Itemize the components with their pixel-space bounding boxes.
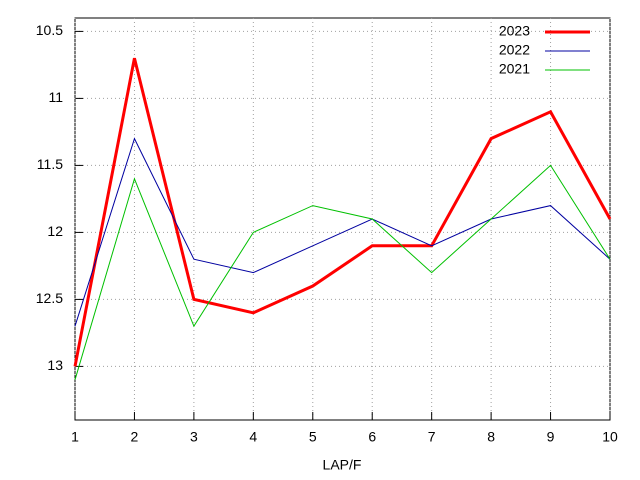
series-line (73, 57, 612, 367)
x-axis-label: LAP/F (323, 457, 362, 473)
x-tick-label: 8 (487, 429, 495, 445)
x-tick-label: 9 (547, 429, 555, 445)
legend-label: 2021 (499, 61, 530, 77)
plot-frame (74, 17, 611, 421)
y-tick-label: 10.5 (36, 22, 63, 38)
y-tick-label: 13 (47, 357, 63, 373)
y-tick-label: 12.5 (36, 290, 63, 306)
series-line (74, 137, 611, 327)
x-tick-label: 5 (309, 429, 317, 445)
x-tick-label: 3 (190, 429, 198, 445)
x-tick-label: 10 (602, 429, 618, 445)
legend-label: 2022 (499, 42, 530, 58)
x-tick-label: 6 (368, 429, 376, 445)
x-tick-label: 2 (131, 429, 139, 445)
y-tick-label: 11 (48, 89, 63, 105)
series-line (74, 164, 611, 380)
legend-label: 2023 (499, 23, 530, 39)
x-tick-label: 1 (71, 429, 79, 445)
y-tick-label: 12 (47, 223, 63, 239)
x-tick-label: 7 (428, 429, 436, 445)
y-tick-label: 11.5 (37, 156, 63, 172)
x-tick-label: 4 (249, 429, 257, 445)
